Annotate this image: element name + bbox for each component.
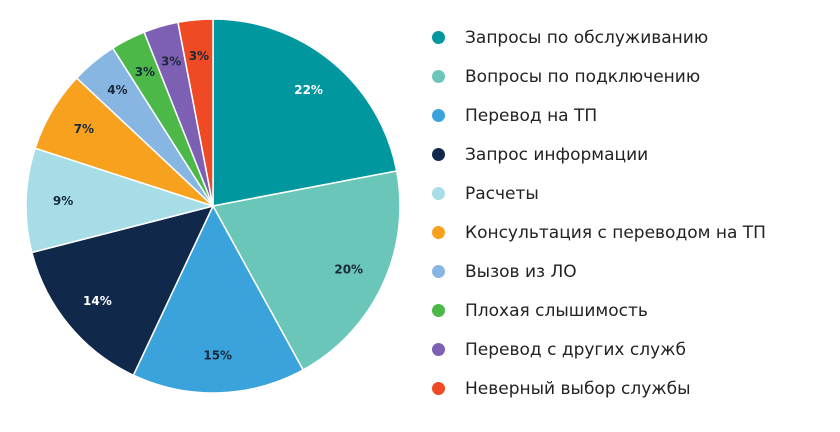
legend-swatch-icon — [432, 187, 445, 200]
legend-swatch-icon — [432, 109, 445, 122]
legend-label: Консультация с переводом на ТП — [465, 222, 766, 243]
legend-item: Запросы по обслуживанию — [432, 18, 766, 57]
legend-swatch-icon — [432, 70, 445, 83]
legend-label: Неверный выбор службы — [465, 378, 691, 399]
legend-item: Вызов из ЛО — [432, 252, 766, 291]
legend-swatch-icon — [432, 31, 445, 44]
pie-slice — [211, 170, 401, 371]
pie-slice — [177, 18, 214, 207]
slice-value-label: 9% — [53, 194, 73, 208]
legend-item: Перевод с других служб — [432, 330, 766, 369]
pie-slice — [212, 18, 398, 207]
pie-slice — [25, 147, 216, 254]
legend-label: Вызов из ЛО — [465, 261, 577, 282]
legend-label: Расчеты — [465, 183, 539, 204]
legend-swatch-icon — [432, 148, 445, 161]
legend-item: Расчеты — [432, 174, 766, 213]
legend-item: Неверный выбор службы — [432, 369, 766, 408]
legend-label: Перевод с других служб — [465, 339, 686, 360]
legend-label: Перевод на ТП — [465, 105, 598, 126]
legend-item: Запрос информации — [432, 135, 766, 174]
slice-value-label: 3% — [135, 65, 155, 79]
pie-slice — [30, 204, 215, 377]
legend-label: Запросы по обслуживанию — [465, 27, 709, 48]
pie-slice — [132, 204, 305, 394]
slice-value-label: 20% — [334, 262, 363, 276]
legend-item: Консультация с переводом на ТП — [432, 213, 766, 252]
legend-swatch-icon — [432, 226, 445, 239]
slice-value-label: 14% — [83, 294, 112, 308]
slice-value-label: 7% — [74, 122, 94, 136]
slice-value-label: 15% — [203, 348, 232, 362]
pie-plot: 22% 20% 15% 14% 9% 7% 4% 3% 3% 3% — [25, 18, 401, 394]
legend-item: Плохая слышимость — [432, 291, 766, 330]
slice-value-label: 3% — [161, 54, 181, 68]
legend-label: Запрос информации — [465, 144, 649, 165]
legend: Запросы по обслуживанию Вопросы по подклю… — [432, 18, 766, 408]
legend-swatch-icon — [432, 304, 445, 317]
legend-item: Перевод на ТП — [432, 96, 766, 135]
legend-swatch-icon — [432, 382, 445, 395]
slice-value-label: 22% — [294, 83, 323, 97]
legend-swatch-icon — [432, 343, 445, 356]
legend-label: Плохая слышимость — [465, 300, 648, 321]
legend-item: Вопросы по подключению — [432, 57, 766, 96]
slice-value-label: 3% — [189, 49, 209, 63]
legend-label: Вопросы по подключению — [465, 66, 701, 87]
legend-swatch-icon — [432, 265, 445, 278]
slice-value-label: 4% — [107, 83, 127, 97]
